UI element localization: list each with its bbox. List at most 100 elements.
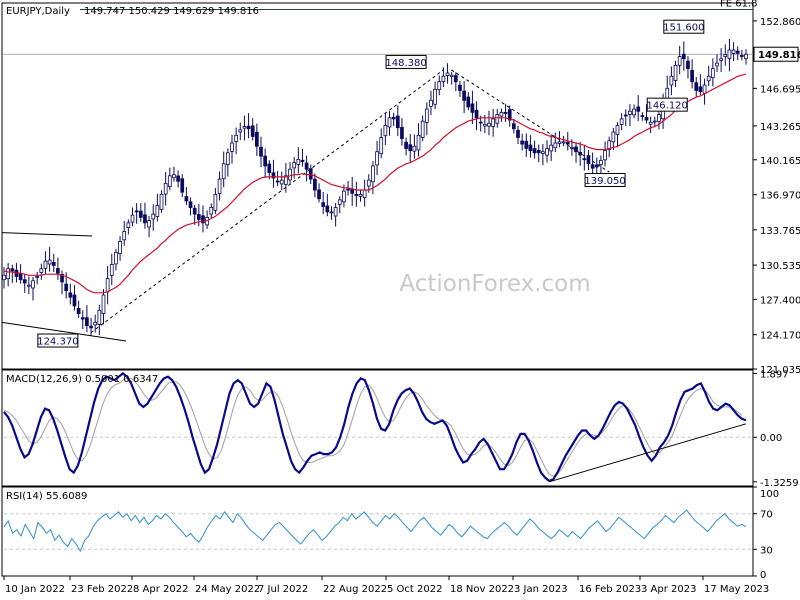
candle-body xyxy=(296,158,301,165)
candle-body xyxy=(225,152,230,165)
price-annotation-label: 148.380 xyxy=(385,58,426,69)
candle-body xyxy=(673,64,678,81)
price-axis-label: 140.165 xyxy=(760,156,800,167)
candlestick-series xyxy=(2,38,748,336)
candle-body xyxy=(549,144,554,152)
candle-body xyxy=(242,126,247,129)
candle-body xyxy=(192,207,197,215)
time-axis-label: 16 Feb 2023 xyxy=(579,584,641,595)
price-annotation-box xyxy=(584,172,626,187)
candle-body xyxy=(669,75,674,86)
current-price-label: 149.816 xyxy=(758,50,800,61)
candle-body xyxy=(163,183,168,195)
candle-body xyxy=(744,53,748,59)
candle-body xyxy=(60,274,64,283)
candle-body xyxy=(495,114,500,124)
candle-body xyxy=(694,82,699,91)
candle-body xyxy=(246,125,251,130)
candle-body xyxy=(582,158,587,161)
candle-body xyxy=(346,188,350,191)
candle-body xyxy=(723,54,728,58)
candle-body xyxy=(603,150,607,161)
candle-body xyxy=(611,131,616,143)
candle-body xyxy=(652,120,657,123)
candle-body xyxy=(217,178,222,194)
candle-body xyxy=(267,163,272,173)
time-axis-label: 8 Apr 2022 xyxy=(133,584,188,595)
time-axis-label: 18 Nov 2022 xyxy=(450,584,514,595)
candle-body xyxy=(325,205,330,213)
candle-body xyxy=(109,263,114,276)
candle-body xyxy=(292,162,297,169)
candle-body xyxy=(690,70,694,83)
candle-body xyxy=(686,60,690,70)
price-axis-label: 121.035 xyxy=(760,365,800,376)
candle-body xyxy=(80,317,85,320)
candle-body xyxy=(371,165,375,183)
candle-body xyxy=(196,214,201,220)
candle-body xyxy=(615,125,620,135)
candle-body xyxy=(507,109,512,121)
candle-body xyxy=(22,279,27,284)
candle-body xyxy=(176,175,180,182)
macd-axis-label: -1.3259 xyxy=(760,478,799,489)
macd-trendline xyxy=(549,423,747,483)
candle-body xyxy=(541,151,545,154)
candle-body xyxy=(644,117,649,121)
candle-body xyxy=(698,86,703,92)
candle-body xyxy=(114,251,118,265)
price-axis-label: 124.170 xyxy=(760,331,800,342)
candle-body xyxy=(101,294,106,314)
candle-body xyxy=(623,114,628,117)
candle-body xyxy=(300,159,305,162)
candle-body xyxy=(263,155,268,167)
candle-body xyxy=(677,56,682,66)
price-annotation-label: 139.050 xyxy=(584,176,625,187)
candle-body xyxy=(337,199,342,205)
candle-body xyxy=(155,204,160,217)
candle-body xyxy=(151,213,156,220)
candle-body xyxy=(395,115,400,129)
price-axis-label: 133.765 xyxy=(760,226,800,237)
candle-body xyxy=(565,141,570,145)
time-axis-label: 22 Aug 2022 xyxy=(323,584,387,595)
candle-body xyxy=(594,164,599,168)
candle-body xyxy=(482,123,487,127)
candle-body xyxy=(437,81,442,90)
time-axis-label: 7 Jul 2022 xyxy=(258,584,308,595)
time-axis-label: 3 Apr 2023 xyxy=(641,584,696,595)
candle-body xyxy=(138,210,143,218)
rsi-panel: RSI(14) 55.6089 100 70 30 0 xyxy=(1,486,779,581)
macd-main-line xyxy=(3,371,747,483)
price-axis: 152.860 149.816 146.695 143.265 140.165 136.9… xyxy=(753,17,800,376)
candle-body xyxy=(470,103,475,113)
rsi-panel-border xyxy=(1,486,754,577)
candle-body xyxy=(524,140,529,149)
candle-body xyxy=(735,50,740,54)
candle-body xyxy=(184,196,189,202)
candle-body xyxy=(18,273,23,281)
candle-body xyxy=(412,145,417,152)
candle-body xyxy=(122,231,127,241)
candle-body xyxy=(462,90,466,101)
candle-body xyxy=(731,49,736,54)
time-axis-label: 5 Oct 2022 xyxy=(387,584,442,595)
candle-body xyxy=(255,131,259,147)
candle-body xyxy=(607,140,612,150)
candle-body xyxy=(313,178,317,191)
resistance-line xyxy=(1,232,93,237)
candle-body xyxy=(400,127,404,140)
support-line xyxy=(1,321,127,342)
time-axis-label: 24 May 2022 xyxy=(195,584,260,595)
candle-body xyxy=(250,125,255,137)
candle-body xyxy=(375,151,379,166)
candle-body xyxy=(130,214,135,223)
candle-body xyxy=(321,202,326,207)
candle-body xyxy=(6,268,10,280)
candle-body xyxy=(167,175,172,187)
candle-body xyxy=(39,268,44,273)
candle-body xyxy=(85,317,89,327)
rsi-axis-label: 0 xyxy=(760,570,766,581)
rsi-axis: 100 70 30 0 xyxy=(753,486,779,581)
